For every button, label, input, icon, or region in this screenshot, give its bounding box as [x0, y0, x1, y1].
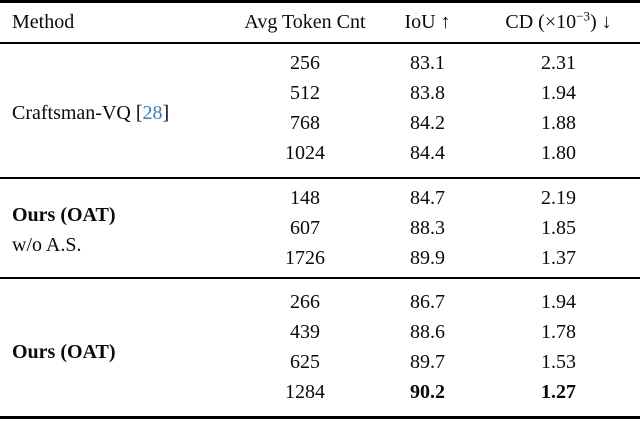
table-row: 1024 84.4 1.80	[0, 138, 640, 178]
cd-value: 1.94	[541, 81, 576, 104]
cd-value: 1.27	[541, 380, 576, 403]
citation-link[interactable]: 28	[142, 101, 163, 124]
method-label: Ours (OAT)	[12, 340, 116, 363]
avg-token-cnt-value: 1024	[285, 141, 325, 164]
cd-value: 2.31	[541, 51, 576, 74]
avg-token-cnt-value: 1284	[285, 380, 325, 403]
cd-value: 1.85	[541, 216, 576, 239]
method-sublabel: w/o A.S.	[12, 234, 82, 256]
iou-value: 88.3	[410, 216, 445, 239]
cd-header-close-paren: )	[589, 11, 597, 33]
table-row: 439 88.6 1.78	[0, 317, 640, 347]
avg-token-cnt-value: 266	[290, 290, 320, 313]
iou-value: 90.2	[410, 380, 445, 403]
cd-value: 1.80	[541, 141, 576, 164]
header-row: Method Avg Token Cnt IoU ↑ CD (×10−3) ↓	[0, 1, 640, 44]
method-group: Ours (OAT) 266 86.7 1.94 439 88.6 1.78 625 89.7 1…	[0, 278, 640, 418]
iou-header-label: IoU	[404, 11, 436, 33]
cd-value: 1.53	[541, 350, 576, 373]
avg-token-cnt-value: 256	[290, 51, 320, 74]
method-line: Ours (OAT)	[12, 200, 232, 230]
cd-exponent: −3	[576, 8, 590, 24]
col-header-avg-token-cnt: Avg Token Cnt	[232, 1, 378, 44]
avg-token-cnt-value: 512	[290, 81, 320, 104]
avg-token-cnt-value: 625	[290, 350, 320, 373]
iou-value: 89.7	[410, 350, 445, 373]
method-group: Ours (OAT) w/o A.S. 148 84.7 2.19 607 88.3 1.85…	[0, 178, 640, 278]
iou-value: 89.9	[410, 246, 445, 269]
iou-value: 88.6	[410, 320, 445, 343]
method-group: Craftsman-VQ [28] 256 83.1 2.31 512 83.8 1.94 7…	[0, 43, 640, 178]
iou-value: 86.7	[410, 290, 445, 313]
iou-value: 84.7	[410, 186, 445, 209]
table-row: 512 83.8 1.94	[0, 78, 640, 108]
method-line: Ours (OAT)	[12, 337, 232, 367]
table-row: 1726 89.9 1.37	[0, 243, 640, 278]
table-row: 768 84.2 1.88	[0, 108, 640, 138]
avg-token-cnt-value: 1726	[285, 246, 325, 269]
method-line: Craftsman-VQ [28]	[12, 98, 232, 128]
cd-header-label: CD (×10	[505, 11, 577, 33]
down-arrow-icon: ↓	[601, 11, 612, 33]
iou-value: 84.2	[410, 111, 445, 134]
table-header: Method Avg Token Cnt IoU ↑ CD (×10−3) ↓	[0, 1, 640, 44]
iou-value: 83.1	[410, 51, 445, 74]
table-row: 625 89.7 1.53	[0, 347, 640, 377]
col-header-cd: CD (×10−3) ↓	[477, 1, 640, 44]
method-cell: Ours (OAT)	[0, 278, 232, 418]
citation-close-bracket: ]	[162, 101, 170, 124]
up-arrow-icon: ↑	[440, 11, 451, 33]
method-cell: Ours (OAT) w/o A.S.	[0, 178, 232, 278]
avg-token-cnt-value: 148	[290, 186, 320, 209]
table-row: Ours (OAT) 266 86.7 1.94	[0, 278, 640, 363]
cd-value: 2.19	[541, 186, 576, 209]
table-row: 607 88.3 1.85	[0, 213, 640, 243]
table-row: Craftsman-VQ [28] 256 83.1 2.31	[0, 43, 640, 124]
cd-value: 1.37	[541, 246, 576, 269]
col-header-iou: IoU ↑	[378, 1, 477, 44]
method-cell: Craftsman-VQ [28]	[0, 43, 232, 178]
avg-token-cnt-value: 607	[290, 216, 320, 239]
iou-value: 84.4	[410, 141, 445, 164]
table-row: 1284 90.2 1.27	[0, 377, 640, 418]
avg-token-cnt-value: 768	[290, 111, 320, 134]
method-label: Ours (OAT)	[12, 204, 116, 226]
iou-value: 83.8	[410, 81, 445, 104]
method-label: Craftsman-VQ	[12, 101, 131, 124]
col-header-method: Method	[0, 1, 232, 44]
cd-value: 1.88	[541, 111, 576, 134]
cd-value: 1.78	[541, 320, 576, 343]
cd-value: 1.94	[541, 290, 576, 313]
table-row: Ours (OAT) w/o A.S. 148 84.7 2.19	[0, 178, 640, 257]
avg-token-cnt-value: 439	[290, 320, 320, 343]
citation-open-bracket: [	[135, 101, 143, 124]
